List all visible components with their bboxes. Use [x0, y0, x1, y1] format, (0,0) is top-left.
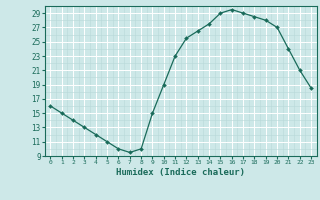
X-axis label: Humidex (Indice chaleur): Humidex (Indice chaleur) — [116, 168, 245, 177]
